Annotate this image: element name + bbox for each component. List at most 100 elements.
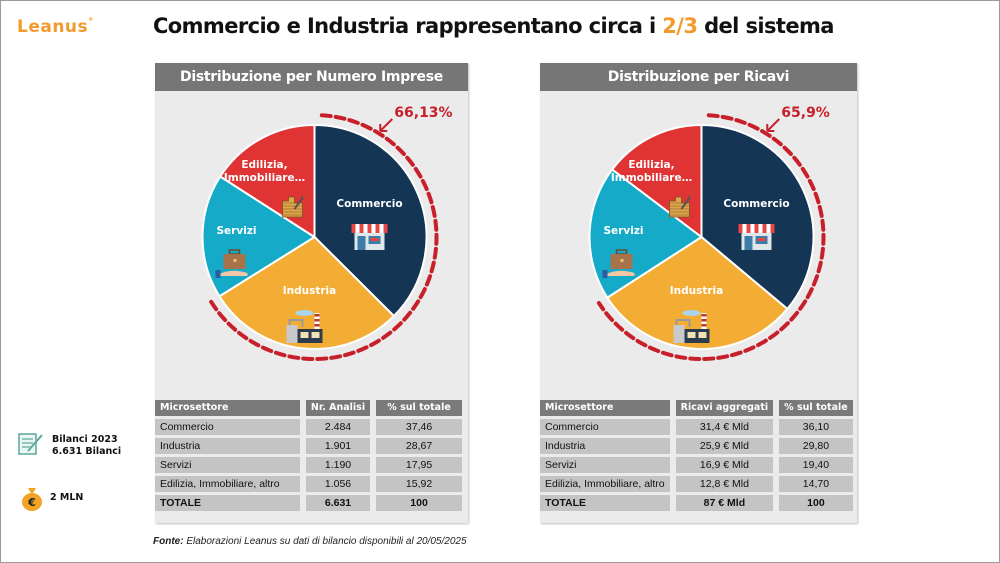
slice-label-commercio: Commercio: [723, 198, 789, 210]
cell: Servizi: [540, 457, 670, 473]
dashed-highlight-arc: [596, 113, 826, 361]
bilanci-count: 6.631 Bilanci: [52, 446, 122, 457]
bricks-trowel-icon: [669, 193, 694, 218]
table-row: Industria 25,9 € Mld 29,80: [540, 438, 853, 454]
cell: 37,46: [376, 419, 462, 435]
cell: Edilizia, Immobiliare, altro: [155, 476, 300, 492]
briefcase-hand-icon: [602, 249, 635, 278]
column-header: % sul totale: [779, 400, 853, 416]
cell: 1.190: [305, 457, 371, 473]
arrow-icon: [379, 118, 393, 132]
factory-icon: [286, 310, 323, 343]
table-total-row: TOTALE 87 € Mld 100: [540, 495, 853, 511]
cell: 14,70: [779, 476, 853, 492]
slice-label-edilizia: Immobiliare…: [224, 172, 305, 184]
title-text: Commercio e Industria rappresentano circ…: [153, 14, 663, 38]
table-row: Commercio 2.484 37,46: [155, 419, 462, 435]
table-row: Servizi 1.190 17,95: [155, 457, 462, 473]
cell: Edilizia, Immobiliare, altro: [540, 476, 670, 492]
table-header-row: Microsettore Ricavi aggregati % sul tota…: [540, 400, 853, 416]
panel-ricavi: Distribuzione per Ricavi 65,9% Commercio I…: [540, 63, 857, 523]
cell: Industria: [540, 438, 670, 454]
table-ricavi: Microsettore Ricavi aggregati % sul tota…: [534, 397, 859, 514]
title-highlight: 2/3: [662, 14, 698, 38]
slice-label-edilizia: Edilizia,: [241, 159, 287, 171]
column-header: Microsettore: [540, 400, 670, 416]
table-total-row: TOTALE 6.631 100: [155, 495, 462, 511]
panel-numero-imprese: Distribuzione per Numero Imprese 66,13% C…: [155, 63, 468, 523]
slice-label-industria: Industria: [283, 285, 337, 297]
pie-slice-industria: [218, 235, 396, 350]
pie-slice-commercio: [700, 123, 815, 311]
factory-icon: [673, 310, 710, 343]
cell: 15,92: [376, 476, 462, 492]
source-text: Elaborazioni Leanus su dati di bilancio …: [183, 536, 467, 547]
slice-label-edilizia: Immobiliare…: [611, 172, 692, 184]
slice-label-industria: Industria: [670, 285, 724, 297]
leanus-logo: Leanus®: [17, 17, 94, 37]
document-pen-icon: [18, 433, 43, 455]
slide-title: Commercio e Industria rappresentano circ…: [153, 14, 834, 38]
pie-chart-ricavi: 65,9% Commercio Industria Servizi Edilizia,I…: [588, 105, 830, 361]
source-label: Fonte:: [153, 536, 184, 547]
dashed-highlight-arc: [208, 113, 439, 361]
column-header: Microsettore: [155, 400, 300, 416]
cell: 19,40: [779, 457, 853, 473]
cell: 1.901: [305, 438, 371, 454]
table-row: Edilizia, Immobiliare, altro 1.056 15,92: [155, 476, 462, 492]
table-row: Edilizia, Immobiliare, altro 12,8 € Mld 14…: [540, 476, 853, 492]
slice-label-servizi: Servizi: [216, 225, 256, 237]
bricks-trowel-icon: [282, 193, 307, 218]
column-header: Ricavi aggregati: [675, 400, 774, 416]
table-row: Servizi 16,9 € Mld 19,40: [540, 457, 853, 473]
pie-chart-numero-imprese: 66,13% Commercio Industria Servizi Edilizia,…: [201, 105, 453, 361]
cell: 31,4 € Mld: [675, 419, 774, 435]
cell: Commercio: [155, 419, 300, 435]
pie-slice-commercio: [313, 123, 428, 318]
title-text-end: del sistema: [697, 14, 834, 38]
panel-title: Distribuzione per Ricavi: [540, 63, 857, 91]
logo-registered-mark: ®: [88, 17, 94, 23]
briefcase-hand-icon: [215, 249, 248, 278]
cell: 29,80: [779, 438, 853, 454]
slice-label-commercio: Commercio: [336, 198, 402, 210]
cell: 1.056: [305, 476, 371, 492]
cell: 36,10: [779, 419, 853, 435]
slice-label-servizi: Servizi: [603, 225, 643, 237]
cell: 6.631: [305, 495, 371, 511]
cell: Industria: [155, 438, 300, 454]
cell: 28,67: [376, 438, 462, 454]
highlight-percentage: 66,13%: [394, 105, 452, 121]
table-header-row: Microsettore Nr. Analisi % sul totale: [155, 400, 462, 416]
arrow-icon: [766, 118, 780, 132]
cell: 25,9 € Mld: [675, 438, 774, 454]
bilanci-year: Bilanci 2023: [52, 434, 118, 445]
pie-slice-industria: [605, 235, 789, 350]
cell: Servizi: [155, 457, 300, 473]
cell: TOTALE: [540, 495, 670, 511]
money-bag-icon: €: [22, 488, 42, 511]
logo-text: Leanus: [17, 17, 89, 37]
store-icon: [351, 224, 388, 250]
cell: 16,9 € Mld: [675, 457, 774, 473]
table-numero-imprese: Microsettore Nr. Analisi % sul totale Co…: [149, 397, 468, 514]
cell: TOTALE: [155, 495, 300, 511]
cell: 2.484: [305, 419, 371, 435]
column-header: Nr. Analisi: [305, 400, 371, 416]
cell: Commercio: [540, 419, 670, 435]
cell: 100: [779, 495, 853, 511]
slice-label-edilizia: Edilizia,: [628, 159, 674, 171]
store-icon: [738, 224, 775, 250]
panel-title: Distribuzione per Numero Imprese: [155, 63, 468, 91]
source-note: Fonte: Elaborazioni Leanus su dati di bi…: [153, 536, 467, 547]
column-header: % sul totale: [376, 400, 462, 416]
cell: 87 € Mld: [675, 495, 774, 511]
table-row: Industria 1.901 28,67: [155, 438, 462, 454]
cell: 100: [376, 495, 462, 511]
highlight-percentage: 65,9%: [781, 105, 830, 121]
euro-symbol: €: [27, 496, 36, 509]
cell: 17,95: [376, 457, 462, 473]
table-row: Commercio 31,4 € Mld 36,10: [540, 419, 853, 435]
cell: 12,8 € Mld: [675, 476, 774, 492]
money-amount: 2 MLN: [50, 492, 84, 503]
